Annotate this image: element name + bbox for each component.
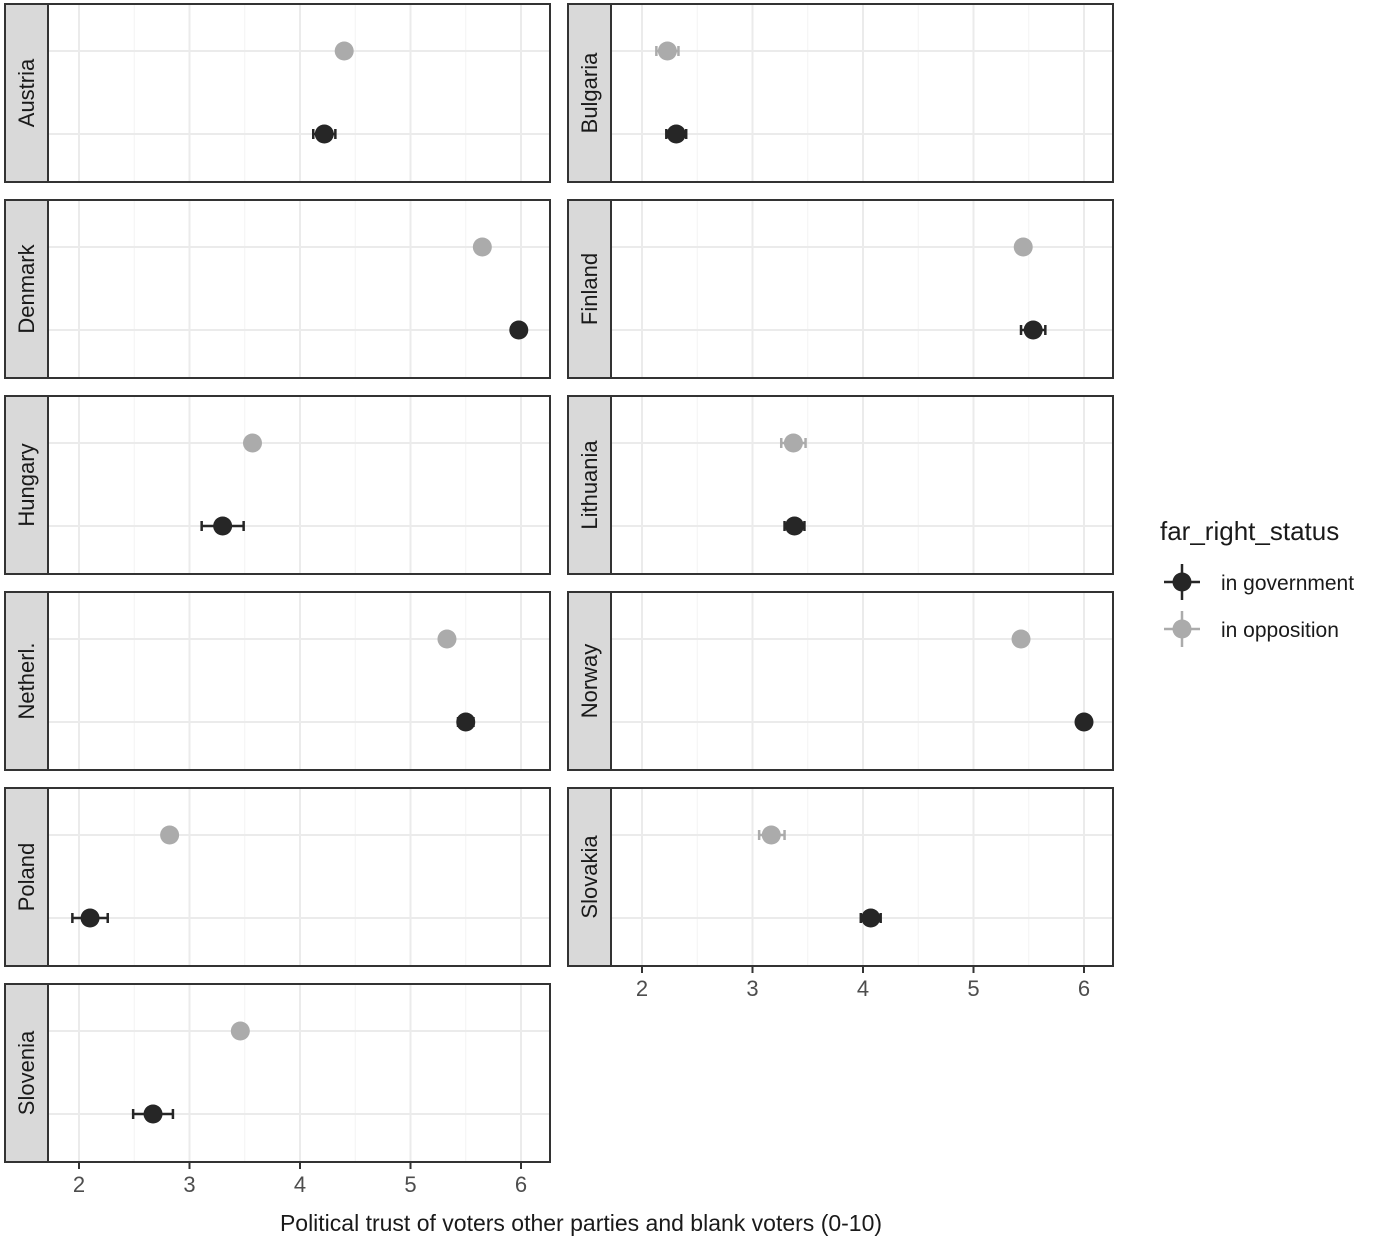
x-tick-label: 2 bbox=[73, 1172, 85, 1197]
facet-netherl: Netherl. bbox=[4, 591, 551, 771]
x-tick-label: 4 bbox=[294, 1172, 306, 1197]
facet-austria: Austria bbox=[4, 3, 551, 183]
panel-border bbox=[4, 983, 551, 1163]
in-government-point bbox=[509, 320, 529, 340]
x-tick-label: 6 bbox=[1078, 976, 1090, 1001]
panel-border bbox=[567, 787, 1114, 967]
in-opposition-point bbox=[657, 41, 677, 61]
facet-strip-label: Hungary bbox=[14, 443, 39, 526]
in-government-point bbox=[784, 516, 804, 536]
legend-title: far_right_status bbox=[1160, 516, 1339, 546]
facet-strip-label: Bulgaria bbox=[577, 52, 602, 133]
facet-strip-label: Slovenia bbox=[14, 1030, 39, 1115]
facet-denmark: Denmark bbox=[4, 199, 551, 379]
panel-border bbox=[567, 395, 1114, 575]
legend-label: in opposition bbox=[1221, 619, 1339, 642]
x-tick-label: 2 bbox=[636, 976, 648, 1001]
facet-slovenia: Slovenia bbox=[4, 983, 551, 1163]
facet-strip bbox=[4, 199, 48, 379]
panel-border bbox=[567, 3, 1114, 183]
legend: far_right_status in government in opposit… bbox=[1160, 516, 1354, 647]
panel-border bbox=[567, 199, 1114, 379]
x-tick-label: 3 bbox=[183, 1172, 195, 1197]
facet-strip bbox=[567, 591, 611, 771]
in-opposition-point bbox=[437, 629, 457, 649]
panel-border bbox=[4, 199, 551, 379]
x-axis-title: Political trust of voters other parties … bbox=[280, 1210, 882, 1236]
facet-bulgaria: Bulgaria bbox=[567, 3, 1114, 183]
panel-border bbox=[4, 3, 551, 183]
facet-slovakia: Slovakia bbox=[567, 787, 1114, 967]
in-government-point bbox=[314, 124, 334, 144]
x-tick-label: 5 bbox=[404, 1172, 416, 1197]
x-tick-label: 6 bbox=[515, 1172, 527, 1197]
x-axes: 2 3 4 5 6 2 3 4 5 6 bbox=[73, 967, 1090, 1197]
in-opposition-point bbox=[761, 825, 781, 845]
facet-panels: Austria Bulgaria Denmark Finland Hungary Lith… bbox=[4, 3, 1114, 1163]
facet-strip bbox=[567, 199, 611, 379]
facet-strip bbox=[4, 3, 48, 183]
in-opposition-point bbox=[472, 237, 492, 257]
facet-norway: Norway bbox=[567, 591, 1114, 771]
panel-border bbox=[4, 395, 551, 575]
panel-border bbox=[4, 787, 551, 967]
in-opposition-point bbox=[1011, 629, 1031, 649]
legend-label: in government bbox=[1221, 572, 1354, 595]
facet-strip bbox=[567, 787, 611, 967]
x-tick-label: 3 bbox=[746, 976, 758, 1001]
facet-strip bbox=[567, 3, 611, 183]
in-opposition-point bbox=[230, 1021, 250, 1041]
legend-entry-in-government: in government bbox=[1164, 564, 1354, 600]
facet-strip-label: Denmark bbox=[14, 243, 39, 333]
in-opposition-point bbox=[334, 41, 354, 61]
facet-strip-label: Poland bbox=[14, 843, 39, 912]
in-government-point bbox=[1074, 712, 1094, 732]
facet-strip-label: Slovakia bbox=[577, 835, 602, 919]
in-opposition-point bbox=[1013, 237, 1033, 257]
facet-strip bbox=[4, 591, 48, 771]
in-opposition-point bbox=[783, 433, 803, 453]
facet-strip bbox=[567, 395, 611, 575]
facet-strip-label: Netherl. bbox=[14, 642, 39, 719]
facet-strip-label: Lithuania bbox=[577, 440, 602, 530]
in-opposition-point bbox=[160, 825, 180, 845]
in-government-point bbox=[861, 908, 881, 928]
legend-entry-in-opposition: in opposition bbox=[1164, 611, 1339, 647]
facet-hungary: Hungary bbox=[4, 395, 551, 575]
in-government-point bbox=[1023, 320, 1043, 340]
in-government-point bbox=[143, 1104, 163, 1124]
in-government-point bbox=[80, 908, 100, 928]
facet-lithuania: Lithuania bbox=[567, 395, 1114, 575]
facet-finland: Finland bbox=[567, 199, 1114, 379]
panel-border bbox=[4, 591, 551, 771]
x-tick-label: 5 bbox=[967, 976, 979, 1001]
facet-strip bbox=[4, 395, 48, 575]
in-government-point bbox=[213, 516, 233, 536]
facet-strip bbox=[4, 787, 48, 967]
in-opposition-point bbox=[242, 433, 262, 453]
x-tick-label: 4 bbox=[857, 976, 869, 1001]
legend-key-point bbox=[1172, 572, 1192, 592]
legend-key-point bbox=[1172, 619, 1192, 639]
panel-border bbox=[567, 591, 1114, 771]
facet-strip-label: Norway bbox=[577, 644, 602, 719]
in-government-point bbox=[666, 124, 686, 144]
in-government-point bbox=[456, 712, 476, 732]
facet-strip-label: Austria bbox=[14, 58, 39, 127]
facet-strip-label: Finland bbox=[577, 253, 602, 325]
facet-strip bbox=[4, 983, 48, 1163]
facet-poland: Poland bbox=[4, 787, 551, 967]
